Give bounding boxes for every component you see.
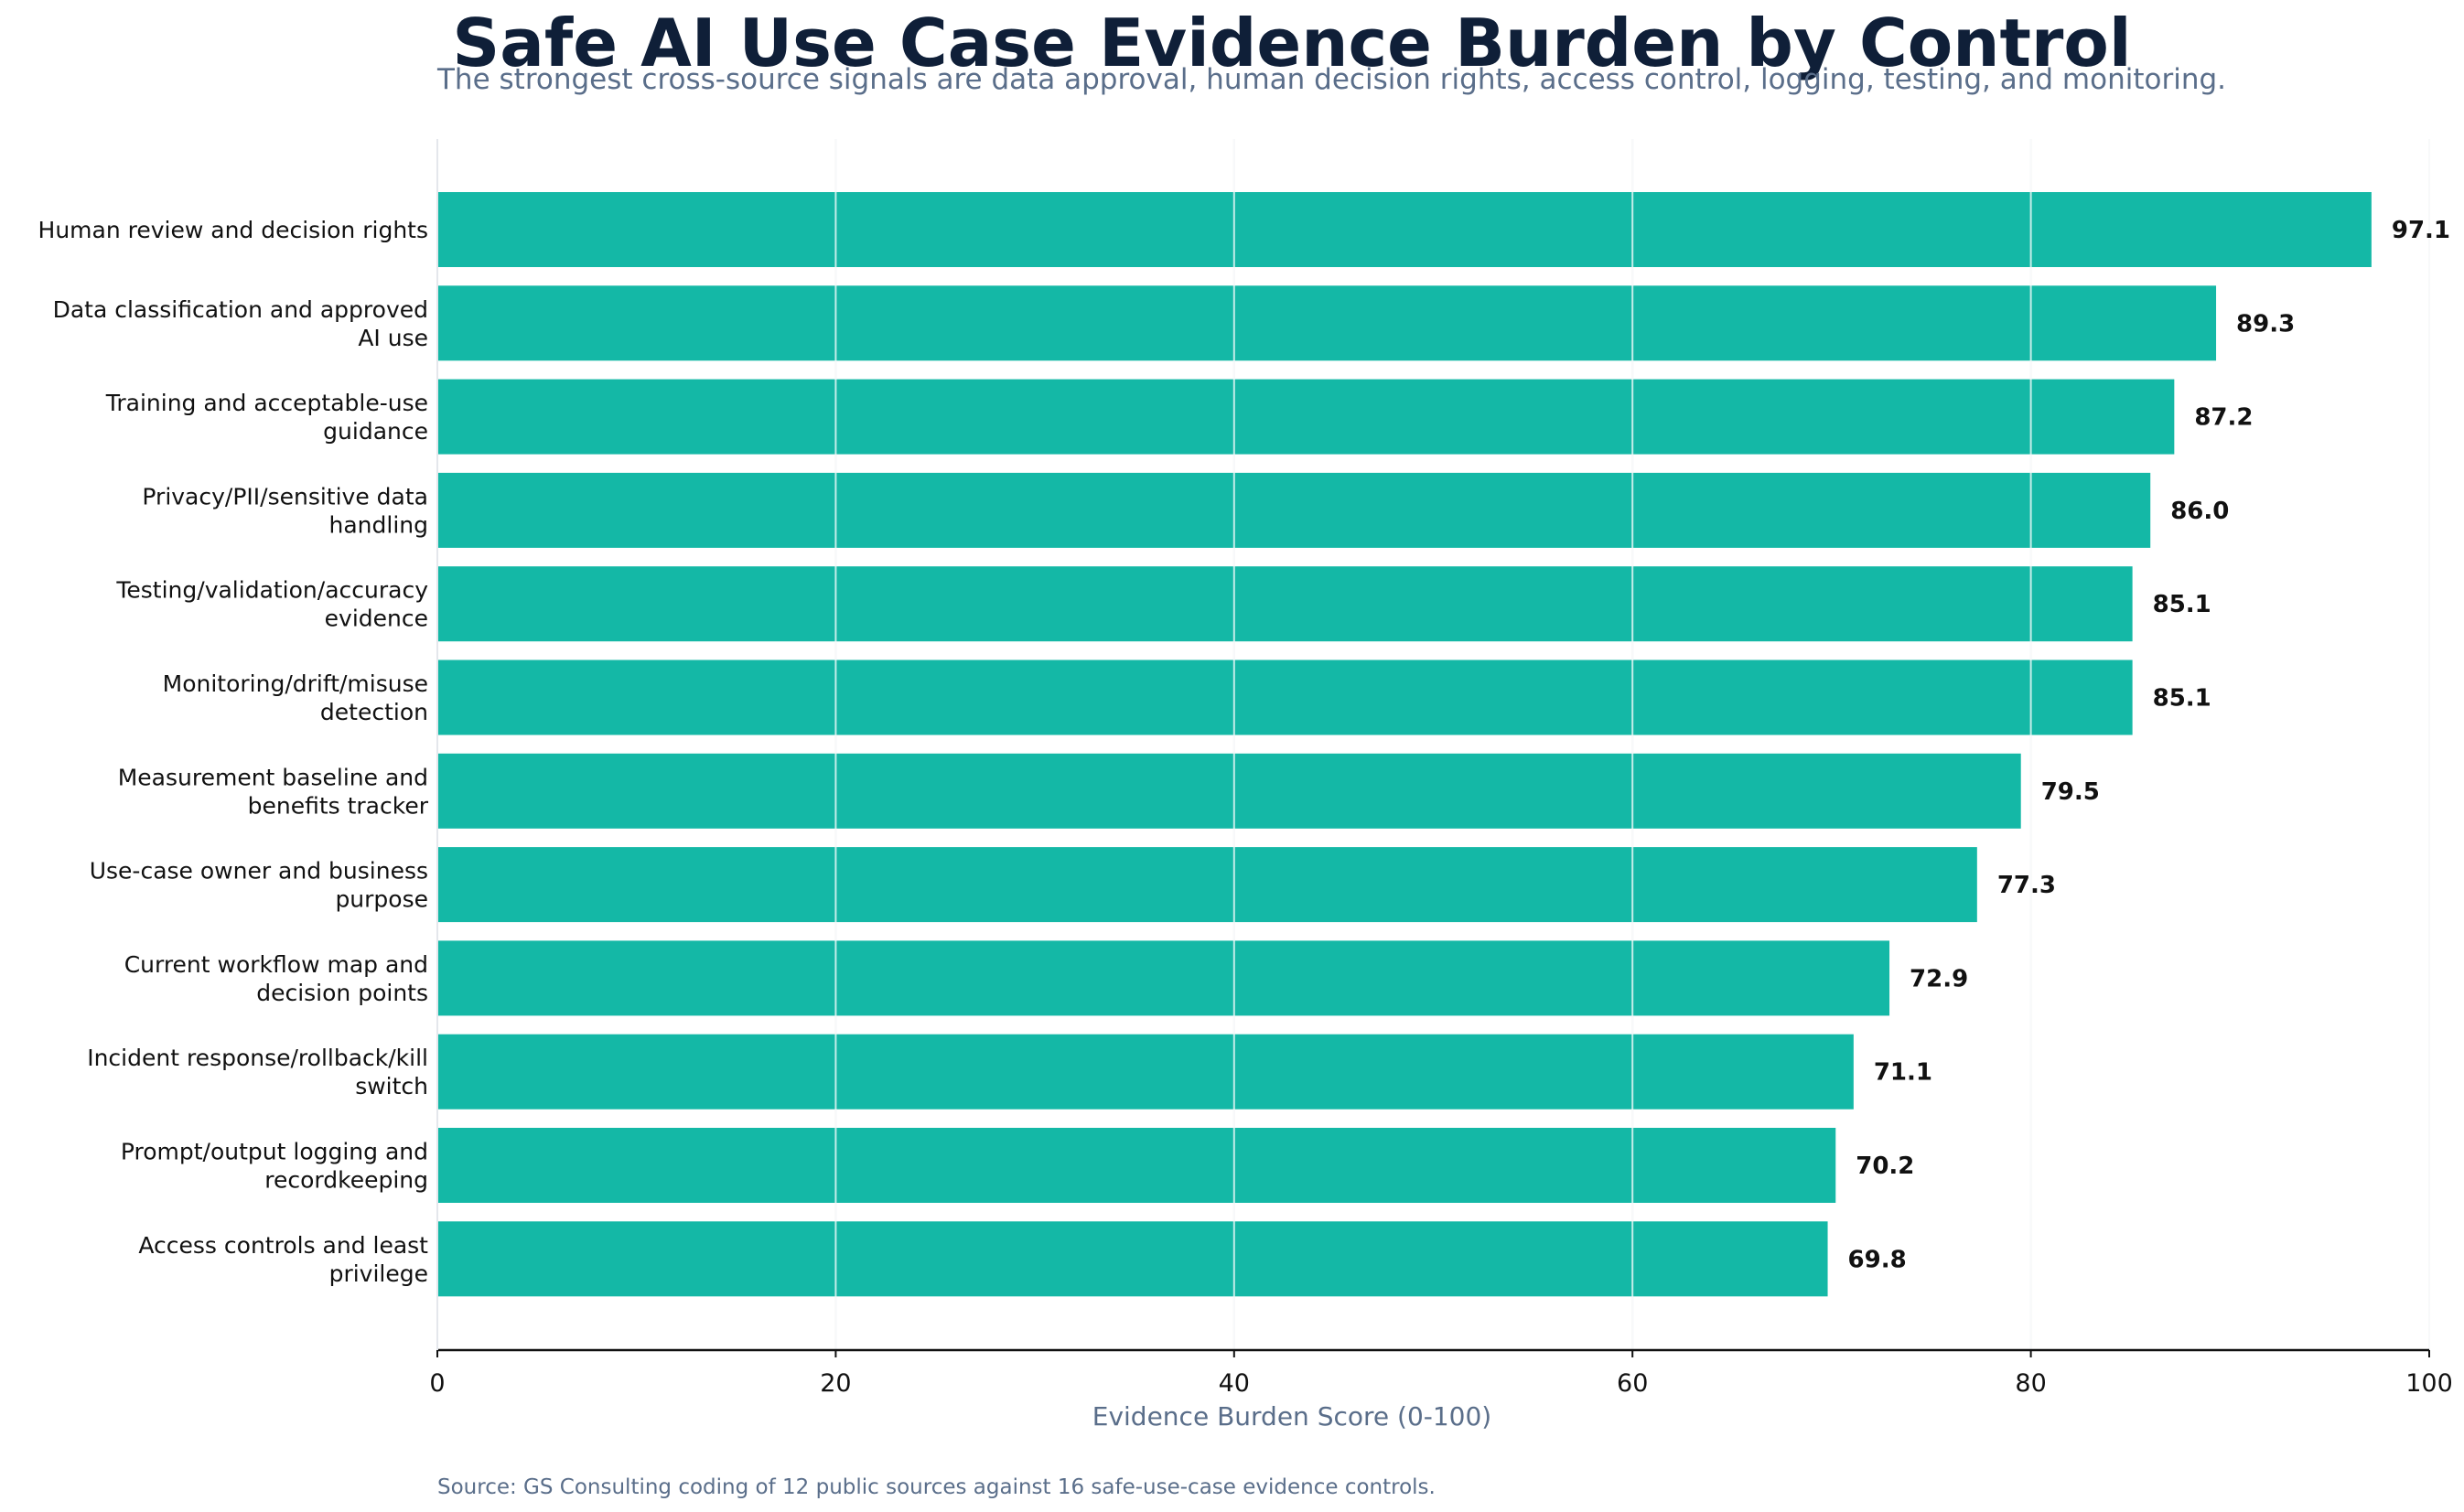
value-label-10: 70.2 (1856, 1153, 1914, 1180)
category-label-3-line-0: Privacy/PII/sensitive data (142, 483, 428, 509)
bar-6 (437, 753, 2021, 829)
bar-9 (437, 1034, 1854, 1110)
bar-2 (437, 379, 2175, 455)
value-labels: 97.1 89.3 87.2 86.0 85.1 85.1 79.5 77.3 72.9 71.1… (1848, 217, 2450, 1273)
category-label-8: Current workflow map and decision points (124, 951, 428, 1006)
category-label-8-line-0: Current workflow map and (124, 951, 428, 978)
category-label-10-line-1: recordkeeping (264, 1167, 428, 1194)
category-label-5-line-1: detection (320, 699, 428, 725)
x-tick-label-5: 100 (2405, 1369, 2453, 1398)
category-label-10: Prompt/output logging and recordkeeping (121, 1139, 428, 1194)
category-label-1: Data classification and approved AI use (53, 296, 428, 351)
category-label-3-line-1: handling (329, 511, 428, 538)
bar-5 (437, 659, 2133, 735)
value-label-9: 71.1 (1874, 1059, 1932, 1087)
x-axis: 0 20 40 60 80 100 (429, 139, 2453, 1398)
category-label-11-line-1: privilege (329, 1260, 428, 1287)
category-label-8-line-1: decision points (256, 980, 428, 1006)
value-label-5: 85.1 (2153, 685, 2211, 713)
category-label-2-line-0: Training and acceptable-use (105, 390, 428, 416)
category-label-4-line-0: Testing/validation/accuracy (115, 577, 428, 604)
x-tick-label-0: 0 (429, 1369, 445, 1398)
category-label-5: Monitoring/drift/misuse detection (163, 670, 428, 725)
category-label-2: Training and acceptable-use guidance (105, 390, 428, 445)
category-label-0-line-0: Human review and decision rights (38, 217, 428, 243)
category-label-1-line-1: AI use (358, 325, 428, 351)
category-label-5-line-0: Monitoring/drift/misuse (163, 670, 428, 697)
value-label-3: 86.0 (2170, 498, 2229, 525)
category-labels: Human review and decision rights Data cla… (38, 217, 429, 1287)
bar-8 (437, 940, 1890, 1016)
bar-1 (437, 285, 2217, 361)
bar-7 (437, 847, 1977, 923)
bar-0 (437, 192, 2372, 267)
category-label-9-line-0: Incident response/rollback/kill (87, 1045, 428, 1071)
category-label-6-line-0: Measurement baseline and (118, 764, 428, 790)
category-label-11-line-0: Access controls and least (138, 1232, 428, 1259)
value-label-8: 72.9 (1910, 965, 1968, 992)
value-label-11: 69.8 (1848, 1246, 1907, 1273)
chart-subtitle: The strongest cross-source signals are d… (436, 63, 2226, 96)
value-label-7: 77.3 (1997, 872, 2056, 899)
category-label-4-line-1: evidence (325, 606, 428, 632)
bar-10 (437, 1128, 1836, 1203)
value-label-2: 87.2 (2194, 404, 2253, 432)
x-tick-label-3: 60 (1617, 1369, 1648, 1398)
bar-3 (437, 472, 2151, 548)
x-tick-label-4: 80 (2015, 1369, 2046, 1398)
category-label-2-line-1: guidance (323, 418, 428, 445)
category-label-9-line-1: switch (355, 1073, 428, 1099)
bar-4 (437, 566, 2133, 642)
category-label-7: Use-case owner and business purpose (90, 858, 428, 913)
category-label-6: Measurement baseline and benefits tracker (118, 764, 429, 819)
category-label-7-line-1: purpose (335, 886, 428, 913)
bars (437, 139, 2430, 1350)
category-label-6-line-1: benefits tracker (248, 792, 429, 819)
source-note: Source: GS Consulting coding of 12 publi… (437, 1475, 1436, 1499)
category-label-0: Human review and decision rights (38, 217, 428, 243)
x-axis-label: Evidence Burden Score (0-100) (1092, 1401, 1491, 1432)
category-label-11: Access controls and least privilege (138, 1232, 428, 1287)
chart-title: Safe AI Use Case Evidence Burden by Cont… (452, 5, 2131, 81)
category-label-4: Testing/validation/accuracy evidence (115, 577, 428, 632)
x-tick-label-1: 20 (820, 1369, 851, 1398)
category-label-7-line-0: Use-case owner and business (90, 858, 428, 885)
value-label-0: 97.1 (2392, 217, 2450, 244)
value-label-4: 85.1 (2153, 591, 2211, 618)
category-label-3: Privacy/PII/sensitive data handling (142, 483, 428, 538)
category-label-1-line-0: Data classification and approved (53, 296, 428, 323)
value-label-6: 79.5 (2041, 778, 2100, 806)
category-label-9: Incident response/rollback/kill switch (87, 1045, 428, 1099)
bar-11 (437, 1221, 1828, 1297)
value-label-1: 89.3 (2236, 310, 2295, 338)
category-label-10-line-0: Prompt/output logging and (121, 1139, 428, 1165)
x-tick-label-2: 40 (1219, 1369, 1250, 1398)
